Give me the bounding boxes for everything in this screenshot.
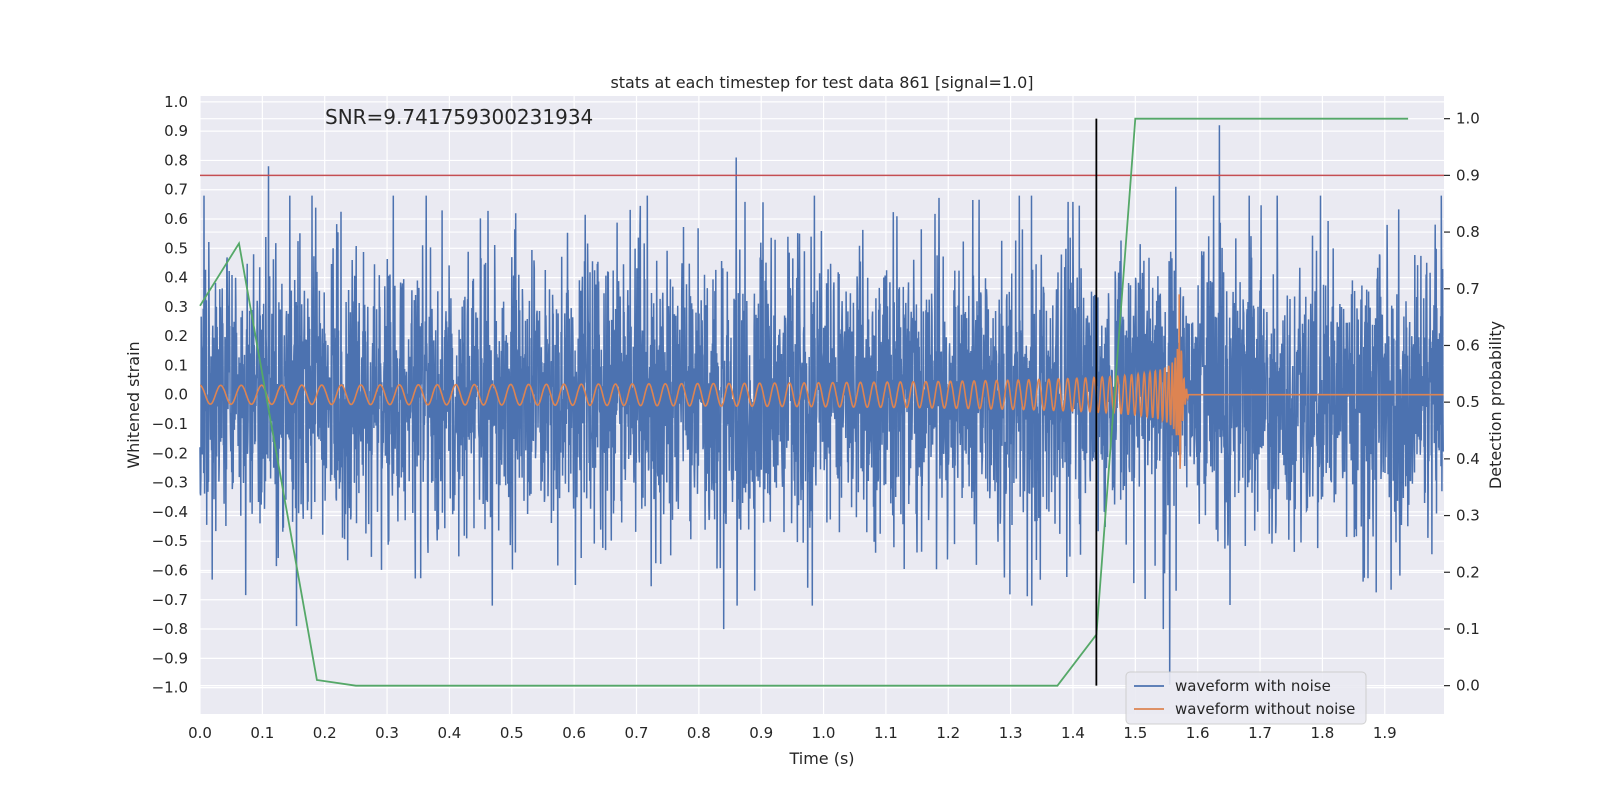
x-tick-label: 0.6 — [562, 724, 586, 742]
y-tick-label: −0.7 — [152, 591, 188, 609]
y-tick-label: −1.0 — [152, 679, 188, 697]
y-tick-labels: 1.0 0.9 0.8 0.7 0.6 0.5 0.4 0.3 0.2 0.1 0.0 −0.1 −0.… — [152, 93, 188, 697]
x-axis-label: Time (s) — [788, 749, 854, 768]
chart-title: stats at each timestep for test data 861… — [610, 73, 1033, 92]
x-tick-label: 0.9 — [749, 724, 773, 742]
y-tick-label: −0.8 — [152, 620, 188, 638]
x-tick-labels: 0.0 0.1 0.2 0.3 0.4 0.5 0.6 0.7 0.8 0.9 1.0 1.1 1.2 1… — [188, 724, 1397, 742]
x-tick-label: 1.3 — [999, 724, 1023, 742]
y-right-tick-label: 0.1 — [1456, 620, 1480, 638]
y-tick-label: 0.4 — [164, 269, 188, 287]
y-right-tick-label: 0.3 — [1456, 507, 1480, 525]
y-tick-label: 0.3 — [164, 298, 188, 316]
legend: waveform with noise waveform without noi… — [1125, 671, 1367, 725]
x-tick-label: 0.8 — [687, 724, 711, 742]
series-detection-probability — [199, 117, 1409, 687]
y-tick-label: −0.2 — [152, 444, 188, 462]
y-tick-label: 0.7 — [164, 181, 188, 199]
y-axis-label: Whitened strain — [124, 341, 143, 468]
x-tick-label: 1.0 — [812, 724, 836, 742]
y-right-tick-label: 0.5 — [1456, 393, 1480, 411]
y-right-tick-label: 1.0 — [1456, 110, 1480, 128]
y-tick-label: 1.0 — [164, 93, 188, 111]
y-right-tick-label: 0.9 — [1456, 166, 1480, 184]
x-tick-label: 1.9 — [1373, 724, 1397, 742]
y-tick-label: 0.8 — [164, 151, 188, 169]
legend-label-noisy: waveform with noise — [1175, 677, 1331, 695]
y-right-ticks: 1.0 0.9 0.8 0.7 0.6 0.5 0.4 0.3 0.2 0.1 0.0 — [1444, 110, 1480, 695]
y-tick-label: −0.9 — [152, 649, 188, 667]
y-right-tick-label: 0.7 — [1456, 280, 1480, 298]
y-right-tick-label: 0.4 — [1456, 450, 1480, 468]
series-waveform-without-noise — [200, 294, 1444, 469]
x-tick-label: 0.0 — [188, 724, 212, 742]
series-layer — [199, 117, 1445, 687]
y-tick-label: 0.9 — [164, 122, 188, 140]
series-waveform-with-noise — [199, 125, 1445, 685]
y-tick-label: −0.5 — [152, 532, 188, 550]
x-tick-label: 1.1 — [874, 724, 898, 742]
y-right-tick-label: 0.0 — [1456, 677, 1480, 695]
y-right-axis-label: Detection probability — [1486, 321, 1505, 489]
x-tick-label: 1.7 — [1248, 724, 1272, 742]
x-tick-label: 0.7 — [625, 724, 649, 742]
x-tick-label: 0.1 — [250, 724, 274, 742]
y-tick-label: 0.0 — [164, 386, 188, 404]
snr-annotation: SNR=9.741759300231934 — [325, 105, 593, 129]
y-tick-label: −0.6 — [152, 561, 188, 579]
y-right-tick-label: 0.8 — [1456, 223, 1480, 241]
x-tick-label: 1.8 — [1310, 724, 1334, 742]
legend-box — [1125, 671, 1367, 725]
y-tick-label: 0.6 — [164, 210, 188, 228]
x-tick-label: 0.3 — [375, 724, 399, 742]
y-right-tick-label: 0.6 — [1456, 336, 1480, 354]
y-tick-label: 0.2 — [164, 327, 188, 345]
y-tick-label: −0.4 — [152, 503, 188, 521]
x-tick-label: 0.5 — [500, 724, 524, 742]
y-tick-label: −0.1 — [152, 415, 188, 433]
y-right-tick-label: 0.2 — [1456, 563, 1480, 581]
x-tick-label: 1.6 — [1186, 724, 1210, 742]
x-tick-label: 1.2 — [936, 724, 960, 742]
y-tick-label: 0.1 — [164, 356, 188, 374]
x-tick-label: 1.5 — [1123, 724, 1147, 742]
x-tick-label: 0.4 — [437, 724, 461, 742]
y-tick-label: −0.3 — [152, 474, 188, 492]
x-tick-label: 1.4 — [1061, 724, 1085, 742]
y-tick-label: 0.5 — [164, 239, 188, 257]
legend-label-clean: waveform without noise — [1175, 700, 1355, 718]
x-tick-label: 0.2 — [313, 724, 337, 742]
